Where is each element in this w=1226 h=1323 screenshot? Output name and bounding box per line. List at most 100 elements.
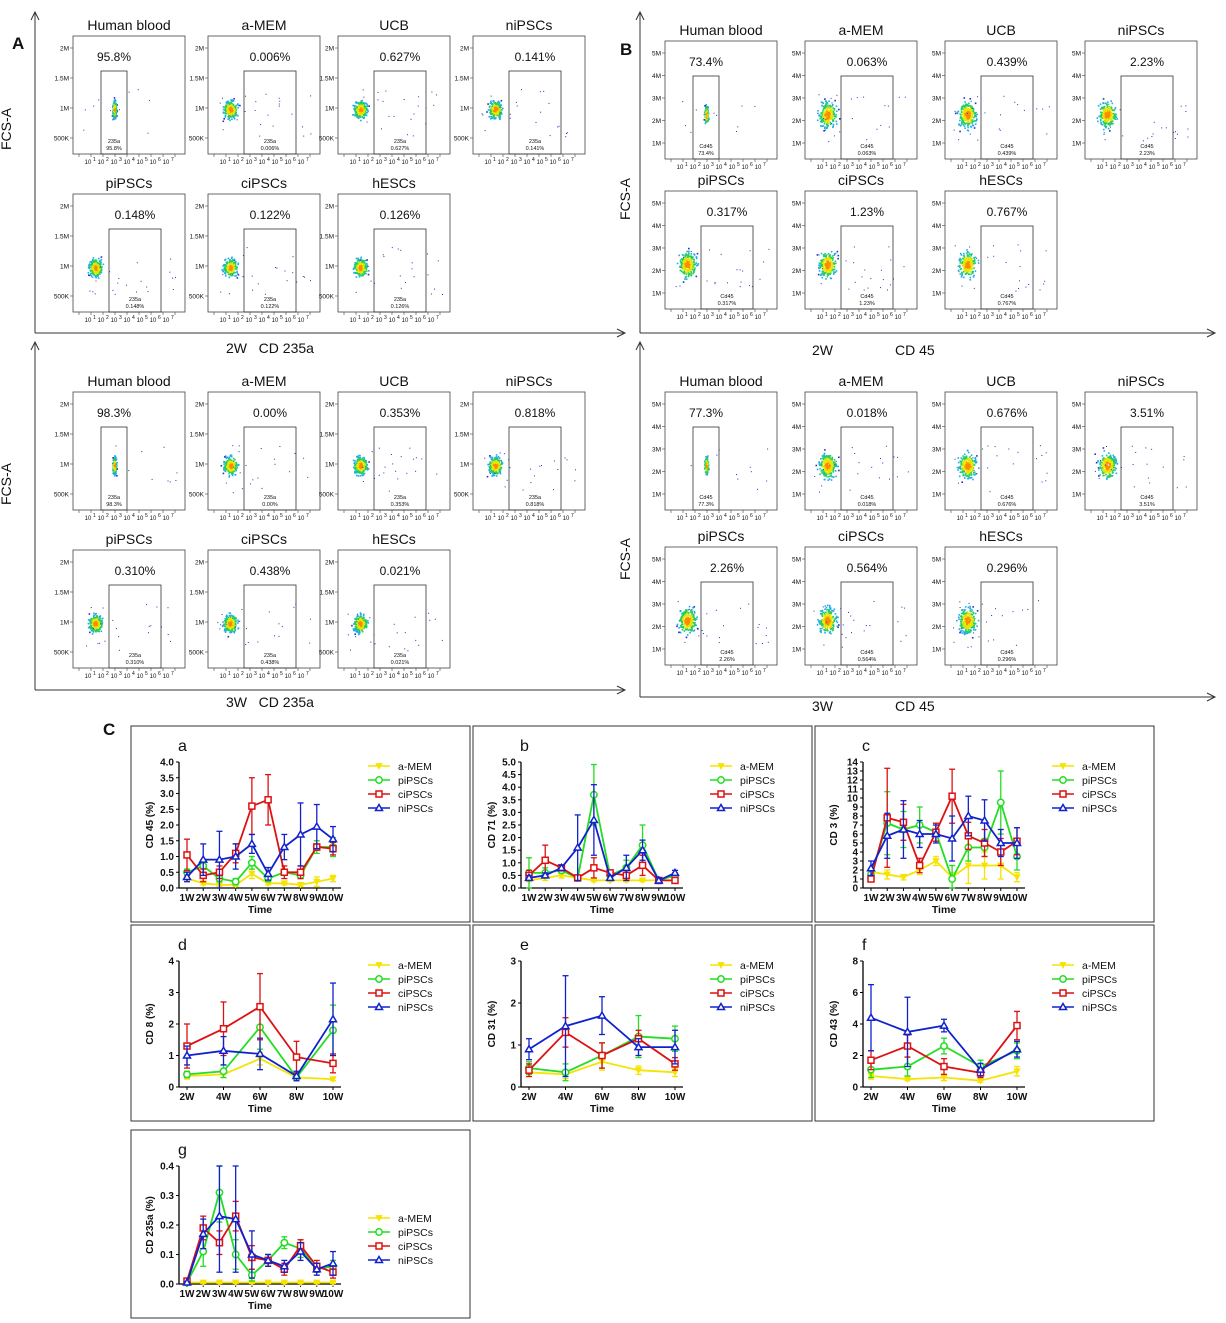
flow-event-outlier <box>377 99 379 101</box>
flow-event <box>114 102 116 105</box>
flow-ytick-label: 1.5M <box>455 76 469 83</box>
flow-event <box>357 106 359 108</box>
flow-event <box>489 102 492 105</box>
flow-event <box>96 273 99 275</box>
flow-event <box>225 110 227 113</box>
flow-ytick-label: 2M <box>195 46 204 53</box>
flow-event <box>95 265 98 268</box>
flow-event <box>233 98 235 100</box>
flow-event <box>234 271 236 274</box>
flow-event <box>231 256 233 259</box>
flow-event-outlier <box>418 96 420 98</box>
caption-b-3w-marker: CD 45 <box>895 698 935 714</box>
flow-event <box>91 270 93 272</box>
flow-event-cloud <box>87 256 176 295</box>
flow-event-cloud <box>83 89 150 134</box>
flow-event <box>360 101 363 104</box>
flow-event-outlier <box>278 105 280 107</box>
flow-event <box>358 115 361 117</box>
flow-event <box>236 270 238 273</box>
flow-event <box>225 265 228 268</box>
flow-event <box>496 106 499 108</box>
flow-xtick-label: 10 <box>85 160 92 166</box>
flow-event-outlier <box>92 291 94 293</box>
flow-event <box>362 101 364 104</box>
flow-event <box>235 266 237 268</box>
flow-event-outlier <box>521 89 522 91</box>
flow-event-outlier <box>267 114 269 116</box>
flow-event <box>365 114 368 117</box>
flow-event <box>496 103 498 105</box>
flow-event <box>231 272 233 274</box>
flow-event <box>228 104 230 107</box>
flow-event <box>89 274 92 277</box>
flow-event-outlier <box>265 93 267 95</box>
flow-event <box>354 109 356 112</box>
flow-event <box>493 101 495 104</box>
flow-event <box>364 108 367 110</box>
flow-gate-small-percent: 95.8% <box>106 146 122 152</box>
flow-event <box>230 109 232 112</box>
flow-ytick-label: 1.5M <box>320 234 334 241</box>
flow-event <box>230 99 232 101</box>
flow-event <box>229 103 231 105</box>
flow-event <box>228 111 231 113</box>
flow-event <box>92 260 94 263</box>
flow-xtick-label: 10 <box>285 318 292 324</box>
flow-event-outlier <box>251 275 253 277</box>
flow-plot-title: niPSCs <box>506 17 553 33</box>
flow-ytick-label: 1M <box>60 106 69 113</box>
flow-event <box>497 114 499 117</box>
flow-xtick-label: 10 <box>246 160 253 166</box>
flow-event <box>93 270 96 272</box>
flow-xtick-exp: 4 <box>397 315 400 321</box>
flow-event <box>358 112 361 114</box>
flow-event <box>228 261 231 264</box>
flow-xtick-exp: 4 <box>267 157 270 163</box>
flow-event <box>496 110 499 113</box>
flow-event <box>232 100 235 102</box>
flow-ytick-label: 500K <box>189 136 205 143</box>
flow-event-outlier <box>535 122 537 123</box>
flow-event <box>114 109 116 112</box>
flow-event <box>234 105 236 108</box>
flow-event <box>222 108 225 111</box>
flow-event <box>89 270 92 272</box>
flow-event <box>357 272 359 274</box>
flow-event <box>364 107 366 109</box>
caption-a-3w: 3W CD 235a <box>226 694 314 710</box>
flow-event <box>235 275 237 277</box>
flow-event <box>494 117 496 120</box>
flow-event <box>496 111 498 114</box>
flow-event <box>227 112 229 115</box>
flow-event <box>229 111 232 114</box>
flow-gate-percent: 0.148% <box>115 208 156 222</box>
flow-xtick-label: 10 <box>259 318 266 324</box>
flow-event <box>98 269 101 271</box>
flow-event <box>114 106 116 108</box>
flow-event <box>90 260 93 263</box>
flow-event <box>87 266 90 269</box>
flow-event <box>362 112 364 114</box>
flow-event <box>227 107 229 109</box>
flow-event <box>233 271 236 274</box>
flow-event <box>233 115 236 117</box>
flow-event <box>363 110 365 112</box>
flow-event <box>224 273 227 275</box>
flow-event <box>100 268 103 271</box>
flow-event <box>97 262 99 264</box>
flow-event <box>230 274 232 277</box>
flow-event <box>352 114 355 116</box>
flow-gate <box>100 70 128 155</box>
flow-plot-title: a-MEM <box>241 17 286 33</box>
flow-event <box>363 116 365 119</box>
flow-event <box>114 105 116 108</box>
flow-event-outlier <box>252 289 253 291</box>
flow-event-outlier <box>310 95 312 97</box>
flow-xtick-label: 10 <box>363 160 370 166</box>
flow-event <box>237 114 239 117</box>
flow-gate-percent: 0.122% <box>250 208 291 222</box>
flow-event <box>235 107 237 109</box>
flow-event <box>359 102 362 105</box>
